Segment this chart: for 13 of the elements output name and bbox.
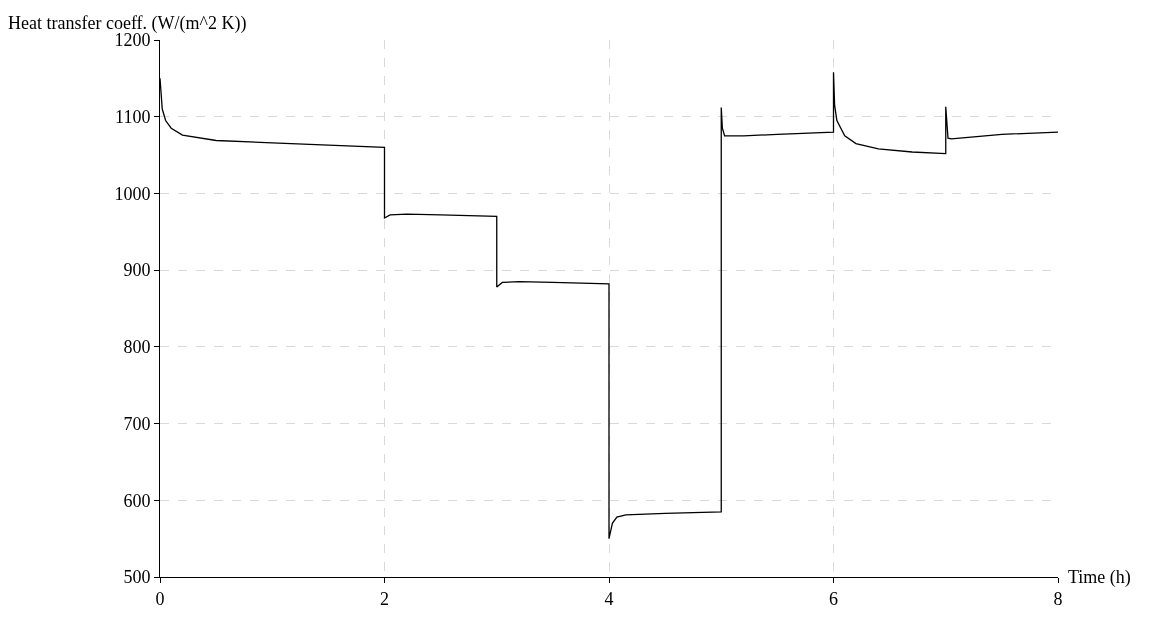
y-tick-label: 500 — [123, 567, 151, 588]
x-tick-label: 2 — [380, 588, 389, 609]
y-tick-label: 1000 — [114, 183, 151, 204]
x-axis-title: Time (h) — [1068, 567, 1131, 588]
x-tick-label: 6 — [829, 588, 838, 609]
y-tick-label: 1100 — [115, 107, 151, 128]
y-tick-label: 600 — [123, 490, 151, 511]
x-tick-label: 4 — [604, 588, 614, 609]
x-tick-label: 0 — [155, 588, 165, 609]
x-tick-label: 8 — [1053, 588, 1063, 609]
y-tick-label: 900 — [123, 260, 151, 281]
y-tick-label: 800 — [123, 337, 151, 358]
y-tick-label: 700 — [123, 413, 151, 434]
